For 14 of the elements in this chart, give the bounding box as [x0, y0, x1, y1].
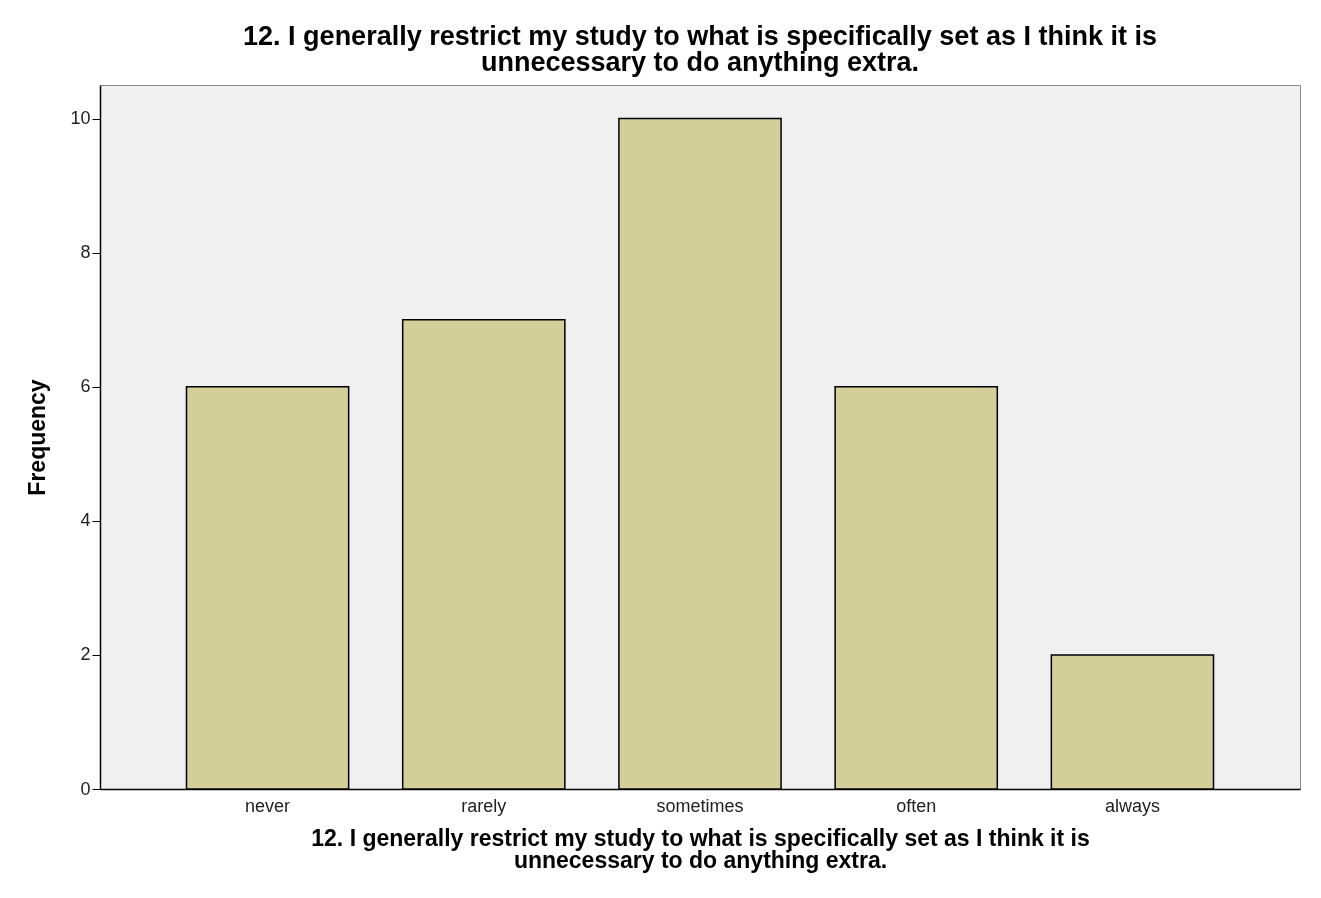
x-tick-label: sometimes [656, 795, 744, 816]
y-tick-label: 2 [80, 644, 91, 665]
y-axis-title: Frequency [24, 379, 51, 496]
x-tick-label: often [896, 795, 937, 816]
x-tick-label: never [245, 795, 291, 816]
chart-title: 12. I generally restrict my study to what is specifically set as I think it is unnecessary to do anything extra. [243, 21, 1157, 77]
y-tick-label: 0 [80, 778, 91, 799]
x-axis-title: 12. I generally restrict my study to what is specifically set as I think it is unnecessary to do anything extra. [311, 824, 1090, 873]
y-tick-label: 10 [70, 108, 91, 129]
y-tick-label: 6 [80, 376, 91, 397]
y-tick-label: 4 [80, 510, 91, 531]
x-tick-label: always [1104, 795, 1160, 816]
x-tick-label: rarely [461, 795, 507, 816]
y-tick-label: 8 [80, 242, 91, 263]
